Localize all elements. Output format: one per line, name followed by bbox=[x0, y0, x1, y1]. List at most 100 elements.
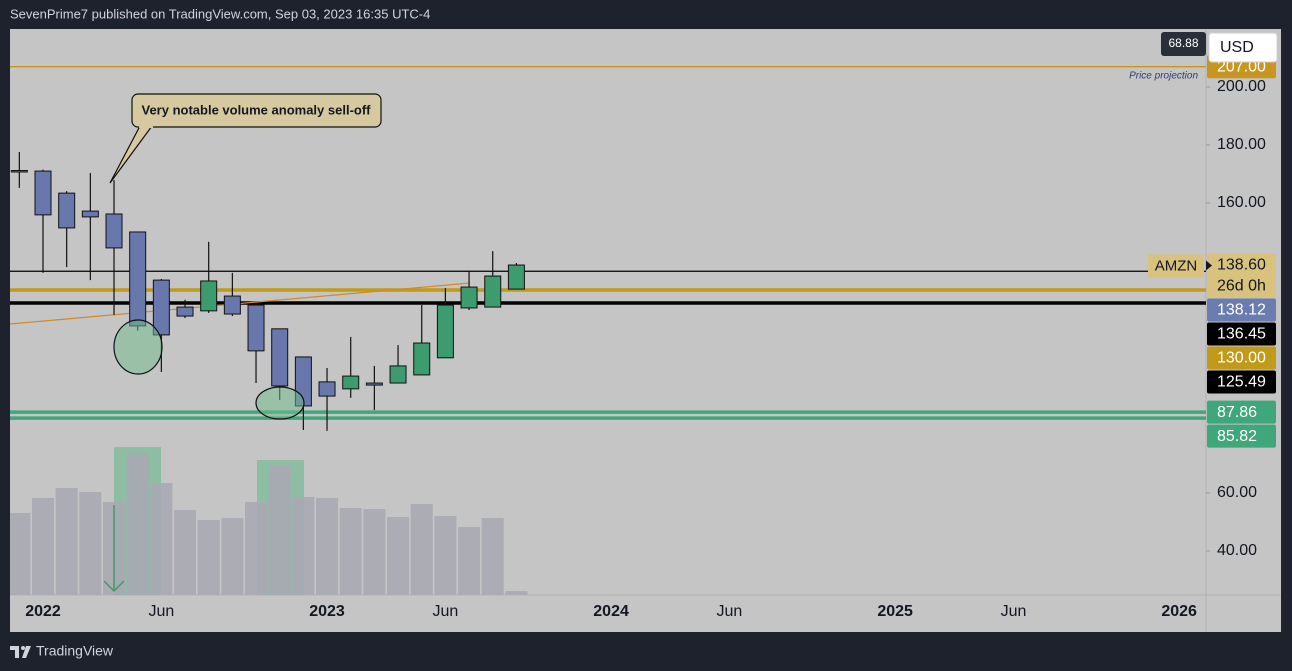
candle-body bbox=[484, 275, 502, 308]
candle-body bbox=[176, 306, 194, 317]
scale-label-box bbox=[1161, 32, 1206, 56]
x-tick-label: 2023 bbox=[309, 603, 345, 620]
volume-bar bbox=[316, 498, 339, 595]
volume-bar bbox=[292, 497, 315, 595]
x-tick-label: Jun bbox=[717, 603, 743, 620]
candle-body bbox=[413, 342, 431, 376]
price-tag-label: 136.45 bbox=[1217, 326, 1266, 343]
volume-bar bbox=[505, 591, 528, 595]
brand-logo-dot bbox=[21, 646, 25, 650]
candle-body bbox=[105, 213, 123, 249]
price-tag bbox=[1207, 424, 1276, 448]
candle-body bbox=[34, 170, 52, 216]
price-tag-label: 138.12 bbox=[1217, 302, 1266, 319]
price-tag-label: 138.60 bbox=[1217, 257, 1266, 274]
price-tags: 207.00 Price projection 138.60 26d 0h AMZN 13… bbox=[1129, 55, 1276, 448]
symbol-tag bbox=[1148, 254, 1204, 278]
volume-bar bbox=[339, 508, 362, 595]
price-axis: 40.00 60.00 160.00 180.00 200.00 bbox=[1206, 78, 1266, 559]
price-tag bbox=[1207, 322, 1276, 346]
volume-bar bbox=[79, 492, 102, 595]
volume-bar bbox=[481, 518, 504, 595]
brand-logo bbox=[10, 646, 19, 658]
volume-bar bbox=[268, 466, 291, 595]
x-tick-label: 2025 bbox=[877, 603, 913, 620]
volume-bar bbox=[32, 498, 54, 595]
volume-bar bbox=[197, 520, 220, 595]
highlight-ellipse bbox=[113, 319, 163, 375]
callout-text: Very notable volume anomaly sell-off bbox=[141, 102, 371, 117]
candle-body bbox=[247, 304, 265, 352]
level-lines bbox=[10, 66, 1206, 420]
candle-body bbox=[318, 381, 336, 397]
symbol-tag-label: AMZN bbox=[1155, 257, 1198, 274]
x-tick-label: Jun bbox=[148, 603, 174, 620]
callout-box bbox=[131, 93, 382, 128]
y-tick-label: 40.00 bbox=[1217, 542, 1257, 559]
volume-bar bbox=[245, 502, 268, 595]
plot: Very notable volume anomaly sell-off bbox=[10, 66, 1206, 595]
volume-bar bbox=[55, 488, 78, 595]
price-tag-label: 87.86 bbox=[1217, 404, 1257, 421]
price-tag-label: 125.49 bbox=[1217, 374, 1266, 391]
candle-body bbox=[507, 264, 525, 290]
volume-bar bbox=[434, 516, 457, 595]
candles bbox=[10, 151, 525, 431]
arrow-head bbox=[103, 580, 125, 593]
callout: Very notable volume anomaly sell-off bbox=[109, 93, 382, 184]
currency-button[interactable] bbox=[1208, 32, 1278, 63]
brand: TradingView bbox=[10, 643, 114, 659]
candle-body bbox=[200, 280, 218, 312]
down-arrow bbox=[103, 505, 125, 593]
volume-bar bbox=[410, 504, 433, 595]
volume-bar bbox=[10, 513, 31, 595]
currency-label[interactable]: USD bbox=[1220, 39, 1254, 56]
x-tick-label: Jun bbox=[432, 603, 458, 620]
candle-body bbox=[81, 210, 99, 218]
time-axis: 2022 Jun 2023 Jun 2024 Jun 2025 Jun 2026 bbox=[25, 603, 1197, 620]
candle-body bbox=[58, 192, 76, 229]
volume-bar bbox=[458, 527, 481, 595]
volume-bar bbox=[221, 518, 244, 595]
candle-body bbox=[342, 375, 360, 390]
volume-bar bbox=[363, 509, 386, 595]
volume-bar bbox=[126, 453, 149, 595]
price-tag-label: 85.82 bbox=[1217, 428, 1257, 445]
candle-body bbox=[365, 382, 383, 386]
brand-name: TradingView bbox=[36, 643, 114, 659]
y-tick-label: 180.00 bbox=[1217, 136, 1266, 153]
x-tick-label: Jun bbox=[1001, 603, 1027, 620]
candle-body bbox=[223, 295, 241, 315]
countdown: 26d 0h bbox=[1217, 278, 1266, 295]
y-tick-label: 160.00 bbox=[1217, 194, 1266, 211]
volume-bar bbox=[387, 517, 410, 595]
x-tick-label: 2026 bbox=[1161, 603, 1197, 620]
x-tick-label: 2024 bbox=[593, 603, 629, 620]
callout-joint bbox=[139, 124, 153, 128]
scale-label: 68.88 bbox=[1168, 36, 1198, 50]
y-tick-label: 60.00 bbox=[1217, 484, 1257, 501]
symbol-pointer bbox=[1206, 260, 1212, 271]
candle-body bbox=[389, 365, 407, 384]
brand-logo-slash bbox=[22, 646, 31, 658]
candle-body bbox=[152, 279, 170, 336]
publish-info: SevenPrime7 published on TradingView.com… bbox=[10, 6, 430, 21]
level-note: Price projection bbox=[1129, 70, 1198, 81]
price-tag bbox=[1207, 400, 1276, 424]
volume-bar bbox=[174, 510, 197, 595]
price-tag bbox=[1207, 370, 1276, 394]
price-tag-label: 207.00 bbox=[1217, 58, 1266, 75]
x-tick-label: 2022 bbox=[25, 603, 61, 620]
volume-layer bbox=[10, 453, 528, 595]
candle-body bbox=[10, 170, 28, 173]
candle-body bbox=[460, 286, 478, 309]
price-tag bbox=[1207, 253, 1276, 298]
price-tag bbox=[1207, 346, 1276, 370]
candle-body bbox=[271, 328, 289, 387]
highlight-ellipse bbox=[255, 386, 305, 420]
candle-body bbox=[436, 304, 454, 359]
volume-bar bbox=[150, 483, 173, 595]
price-tag-label: 130.00 bbox=[1217, 350, 1266, 367]
